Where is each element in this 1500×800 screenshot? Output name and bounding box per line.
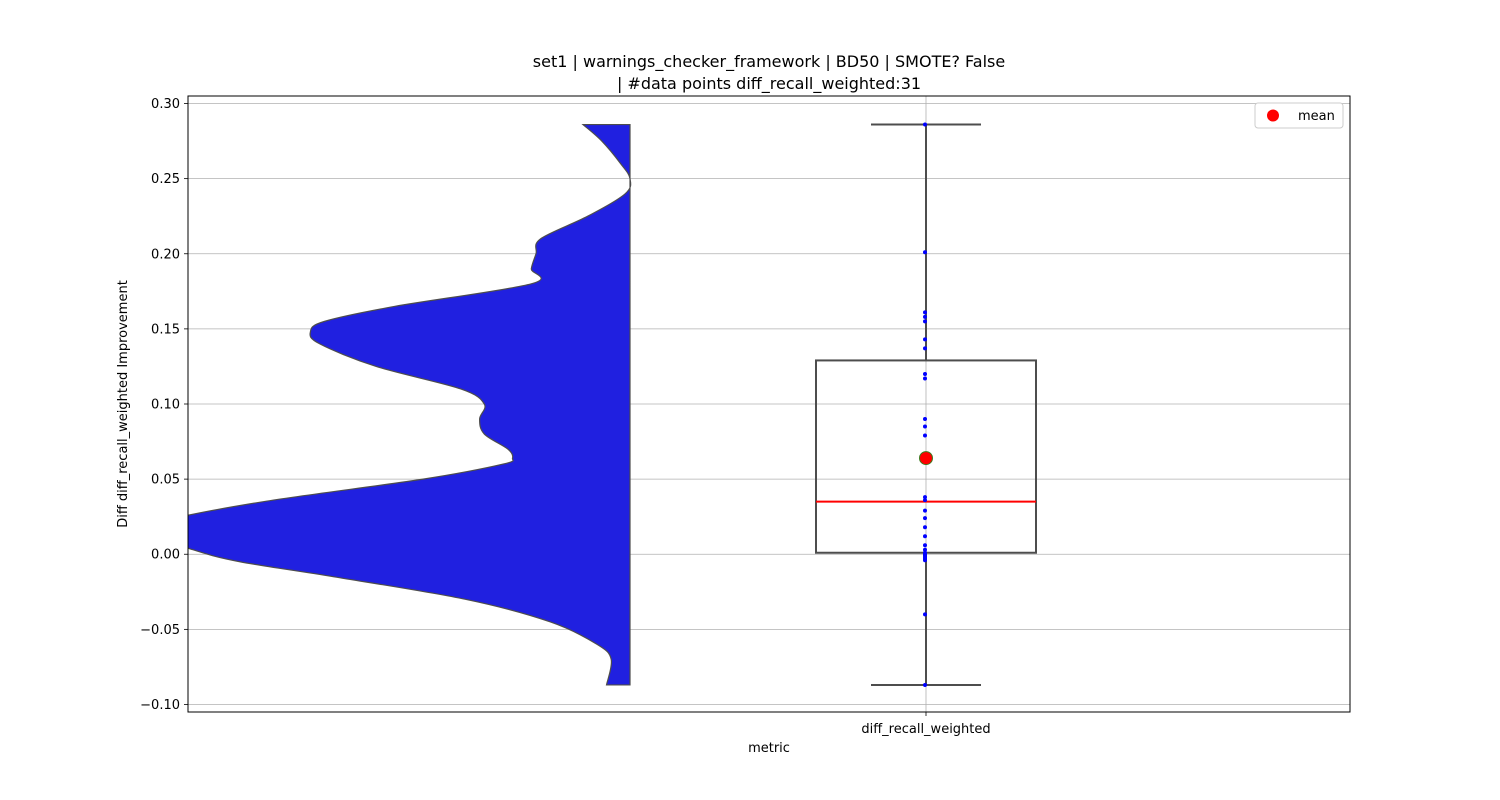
mean-marker — [919, 451, 933, 466]
data-point — [923, 516, 927, 521]
legend-mean-marker — [1267, 109, 1279, 122]
x-axis: diff_recall_weighted — [861, 712, 991, 737]
legend-mean-label: mean — [1298, 109, 1335, 124]
data-point — [923, 495, 927, 500]
chart-title-line-2: | #data points diff_recall_weighted:31 — [617, 74, 921, 94]
y-tick-label: −0.10 — [140, 698, 180, 713]
y-tick-label: 0.10 — [151, 398, 180, 413]
data-point — [923, 417, 927, 422]
data-point — [923, 346, 927, 351]
y-tick-label: 0.05 — [151, 473, 180, 488]
y-tick-label: −0.05 — [140, 623, 180, 638]
data-point — [923, 433, 927, 438]
data-point — [923, 612, 927, 617]
data-point — [923, 319, 927, 324]
data-point — [923, 424, 927, 429]
data-point — [923, 525, 927, 530]
data-point — [923, 122, 927, 127]
data-point — [923, 376, 927, 381]
data-point — [923, 508, 927, 513]
violin-body — [188, 123, 632, 686]
y-tick-label: 0.15 — [151, 322, 180, 337]
x-tick-label: diff_recall_weighted — [861, 722, 990, 737]
y-axis-label: Diff diff_recall_weighted Improvement — [116, 280, 131, 528]
data-point — [923, 371, 927, 376]
data-point — [923, 682, 927, 687]
y-tick-label: 0.20 — [151, 247, 180, 262]
violin — [188, 123, 632, 686]
y-tick-label: 0.00 — [151, 548, 180, 563]
data-point — [923, 310, 927, 315]
data-point — [923, 547, 927, 552]
y-tick-label: 0.30 — [151, 97, 180, 112]
data-point — [923, 543, 927, 548]
legend: mean — [1254, 102, 1344, 129]
data-point — [923, 250, 927, 255]
data-point — [923, 498, 927, 503]
data-point — [923, 534, 927, 539]
data-point — [923, 558, 927, 563]
x-axis-label: metric — [748, 741, 790, 756]
strip-points — [919, 122, 933, 687]
data-point — [923, 337, 927, 342]
y-axis: −0.10 −0.05 0.00 0.05 0.10 0.15 0.20 0.25 0.30 — [140, 97, 188, 713]
data-point — [923, 552, 927, 557]
y-tick-label: 0.25 — [151, 172, 180, 187]
data-point — [923, 314, 927, 319]
legend-frame — [1254, 102, 1344, 129]
chart-title-line-1: set1 | warnings_checker_framework | BD50… — [533, 52, 1005, 72]
